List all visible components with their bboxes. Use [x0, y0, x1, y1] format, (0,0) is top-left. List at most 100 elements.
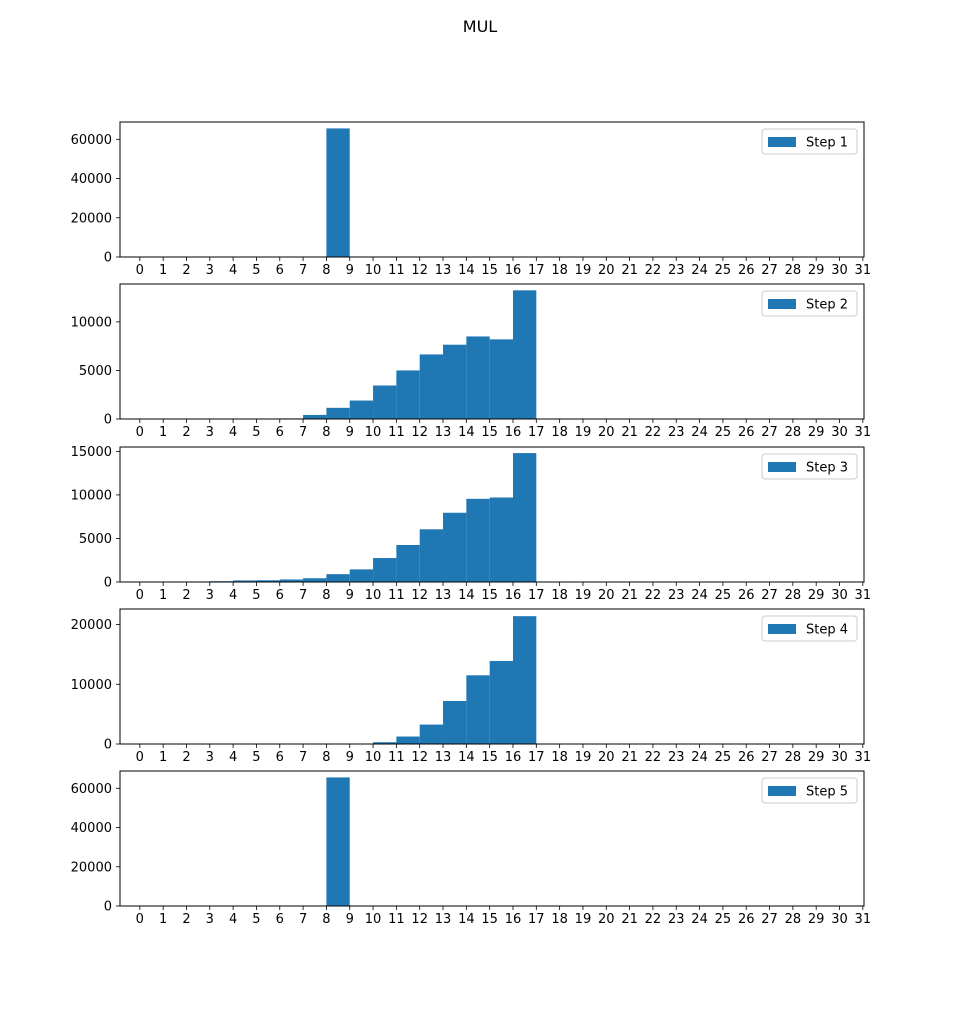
x-tick-label: 12	[411, 750, 428, 765]
x-tick-label: 12	[411, 588, 428, 603]
x-tick-label: 29	[808, 425, 825, 440]
bar	[326, 407, 350, 419]
x-tick-label: 20	[598, 588, 615, 603]
legend-box	[761, 777, 858, 804]
plot-frame	[119, 121, 865, 258]
y-tick-label: 0	[104, 413, 112, 428]
x-tick-label: 14	[458, 588, 475, 603]
x-tick-label: 17	[528, 750, 545, 765]
x-tick-label: 2	[182, 425, 190, 440]
x-tick-label: 17	[528, 425, 545, 440]
x-tick-label: 28	[785, 588, 802, 603]
x-tick-label: 14	[458, 912, 475, 927]
y-tick-label: 40000	[71, 172, 112, 187]
x-tick-label: 8	[322, 750, 330, 765]
x-tick-label: 9	[346, 912, 354, 927]
x-tick-label: 18	[551, 912, 568, 927]
legend-box	[761, 290, 858, 317]
x-tick-label: 9	[346, 750, 354, 765]
x-tick-label: 17	[528, 263, 545, 278]
x-tick-label: 15	[481, 750, 498, 765]
x-tick-label: 21	[621, 912, 638, 927]
x-tick-label: 1	[159, 263, 167, 278]
legend-label: Step 3	[806, 461, 848, 476]
bar	[233, 580, 257, 582]
x-tick-label: 19	[575, 263, 592, 278]
x-tick-label: 12	[411, 912, 428, 927]
x-tick-label: 0	[136, 588, 144, 603]
x-tick-label: 19	[575, 425, 592, 440]
x-tick-label: 14	[458, 263, 475, 278]
x-tick-label: 1	[159, 912, 167, 927]
legend: Step 2	[761, 290, 858, 317]
x-tick-label: 26	[738, 912, 755, 927]
x-tick-label: 24	[691, 912, 708, 927]
x-tick-label: 13	[435, 425, 452, 440]
x-tick-label: 1	[159, 750, 167, 765]
x-tick-label: 3	[206, 750, 214, 765]
bar	[256, 580, 280, 582]
legend-label: Step 5	[806, 785, 848, 800]
legend-swatch	[768, 137, 796, 147]
x-tick-label: 13	[435, 588, 452, 603]
legend: Step 3	[761, 453, 858, 480]
bar	[279, 579, 304, 582]
bar	[512, 616, 537, 744]
x-tick-label: 8	[322, 588, 330, 603]
x-tick-label: 30	[831, 425, 848, 440]
legend: Step 1	[761, 128, 858, 155]
bar	[396, 736, 420, 744]
x-tick-label: 24	[691, 750, 708, 765]
x-tick-label: 8	[322, 425, 330, 440]
x-tick-label: 4	[229, 425, 237, 440]
x-tick-label: 18	[551, 588, 568, 603]
x-tick-label: 25	[715, 425, 732, 440]
x-tick-label: 2	[182, 750, 190, 765]
bar	[326, 574, 350, 582]
x-tick-label: 30	[831, 588, 848, 603]
plot-frame	[119, 770, 865, 907]
bar	[349, 569, 374, 582]
bar	[419, 724, 444, 744]
y-tick-label: 0	[104, 251, 112, 266]
x-tick-label: 22	[645, 263, 662, 278]
x-tick-label: 24	[691, 588, 708, 603]
plot-frame	[119, 608, 865, 745]
x-tick-label: 22	[645, 588, 662, 603]
x-tick-label: 9	[346, 425, 354, 440]
figure-title: MUL	[462, 17, 498, 36]
y-tick-label: 40000	[71, 821, 112, 836]
x-tick-label: 13	[435, 263, 452, 278]
x-tick-label: 31	[855, 425, 872, 440]
x-tick-label: 21	[621, 263, 638, 278]
x-tick-label: 0	[136, 750, 144, 765]
bar	[373, 385, 397, 419]
x-tick-label: 17	[528, 912, 545, 927]
x-tick-label: 11	[388, 425, 405, 440]
subplot-3: 0 1 2 3 4 5 6 7 8 9 10 11 12 13 14 15 16 17 18 19 20 21 22 23 24…	[71, 445, 871, 603]
x-tick-label: 25	[715, 588, 732, 603]
x-tick-label: 23	[668, 912, 685, 927]
legend-swatch	[768, 624, 796, 634]
bar	[303, 414, 327, 419]
y-tick-label: 10000	[71, 315, 112, 330]
x-tick-label: 24	[691, 425, 708, 440]
x-tick-label: 6	[276, 263, 284, 278]
x-tick-label: 3	[206, 912, 214, 927]
x-tick-label: 25	[715, 912, 732, 927]
x-tick-label: 19	[575, 912, 592, 927]
bar	[489, 339, 513, 419]
plot-frame	[119, 283, 865, 420]
plot-frame	[119, 446, 865, 583]
x-tick-label: 9	[346, 588, 354, 603]
bar	[443, 700, 467, 744]
x-tick-label: 11	[388, 750, 405, 765]
x-tick-label: 22	[645, 425, 662, 440]
x-tick-label: 20	[598, 263, 615, 278]
y-tick-label: 5000	[79, 532, 112, 547]
bar	[512, 453, 537, 582]
x-tick-label: 8	[322, 263, 330, 278]
x-tick-label: 18	[551, 263, 568, 278]
x-tick-label: 23	[668, 750, 685, 765]
bar	[466, 498, 490, 582]
